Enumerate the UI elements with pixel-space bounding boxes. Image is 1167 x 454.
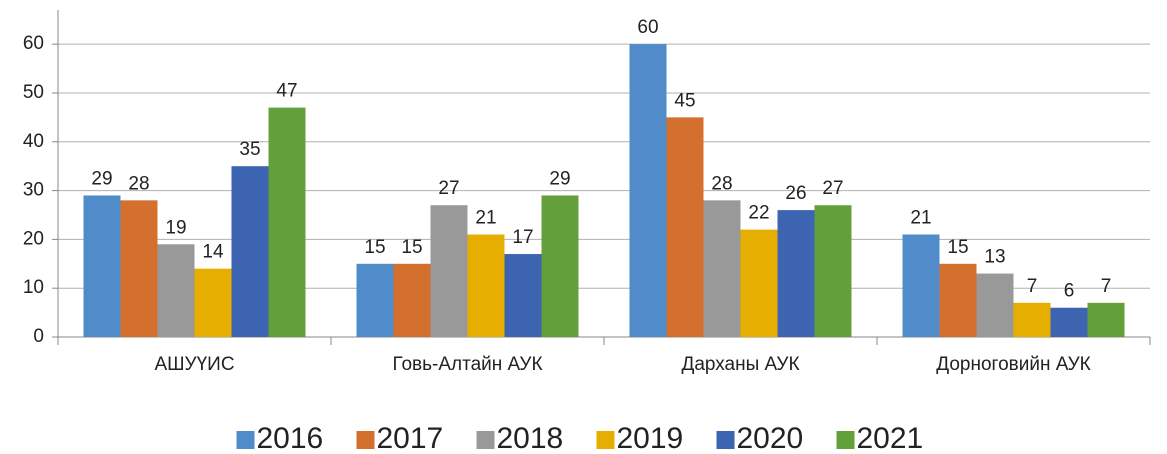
data-label: 22 (748, 203, 769, 224)
data-label: 6 (1064, 281, 1075, 302)
data-label: 7 (1027, 276, 1038, 297)
data-label: 15 (364, 237, 385, 258)
legend-label: 2017 (377, 422, 444, 454)
bar (976, 273, 1014, 337)
data-label: 28 (711, 173, 732, 194)
legend-swatch (356, 431, 375, 449)
bar (814, 205, 852, 337)
x-tick-label: АШУҮИС (154, 354, 234, 375)
data-label: 29 (549, 168, 570, 189)
legend-label: 2016 (257, 422, 324, 454)
data-label: 45 (674, 90, 695, 111)
bar (1013, 302, 1051, 337)
y-tick-label: 50 (23, 82, 44, 103)
data-label: 21 (475, 208, 496, 229)
bar (120, 200, 158, 337)
legend-swatch (716, 431, 735, 449)
legend-swatch (236, 431, 255, 449)
legend-label: 2020 (737, 422, 804, 454)
bar (939, 263, 977, 337)
legend-label: 2021 (857, 422, 924, 454)
data-label: 60 (637, 17, 658, 38)
y-tick-label: 0 (33, 326, 44, 347)
data-label: 21 (910, 208, 931, 229)
legend-label: 2018 (497, 422, 564, 454)
bar (666, 117, 704, 337)
x-tick-label: Дорноговийн АУК (936, 354, 1090, 375)
data-label: 17 (512, 227, 533, 248)
bar (268, 107, 306, 337)
bar (393, 263, 431, 337)
bar (902, 234, 940, 337)
data-label: 15 (401, 237, 422, 258)
y-tick-label: 60 (23, 33, 44, 54)
data-label: 47 (276, 81, 297, 102)
bar (194, 268, 232, 337)
data-label: 14 (202, 242, 224, 263)
legend-swatch (836, 431, 855, 449)
bar (629, 44, 667, 337)
data-label: 28 (128, 173, 149, 194)
legend-swatch (596, 431, 615, 449)
legend-swatch (476, 431, 495, 449)
bar (356, 263, 394, 337)
data-label: 15 (947, 237, 968, 258)
legend-label: 2019 (617, 422, 684, 454)
bar (83, 195, 121, 337)
bar (430, 205, 468, 337)
y-tick-label: 40 (23, 131, 44, 152)
data-label: 27 (822, 178, 843, 199)
data-label: 7 (1101, 276, 1112, 297)
bar (231, 166, 269, 337)
bar (703, 200, 741, 337)
bar (541, 195, 579, 337)
data-label: 19 (165, 217, 186, 238)
y-tick-label: 20 (23, 228, 44, 249)
bar (1050, 307, 1088, 337)
y-tick-label: 10 (23, 277, 44, 298)
data-label: 26 (785, 183, 806, 204)
data-label: 35 (239, 139, 260, 160)
bar (777, 210, 815, 337)
bar (740, 229, 778, 337)
bar (504, 254, 542, 337)
data-label: 27 (438, 178, 459, 199)
bar (467, 234, 505, 337)
data-label: 13 (984, 247, 1005, 268)
x-tick-label: Дарханы АУК (681, 354, 799, 375)
data-label: 29 (91, 168, 112, 189)
y-tick-label: 30 (23, 180, 44, 201)
x-tick-label: Говь-Алтайн АУК (392, 354, 542, 375)
bar (1087, 302, 1125, 337)
bar (157, 244, 195, 337)
